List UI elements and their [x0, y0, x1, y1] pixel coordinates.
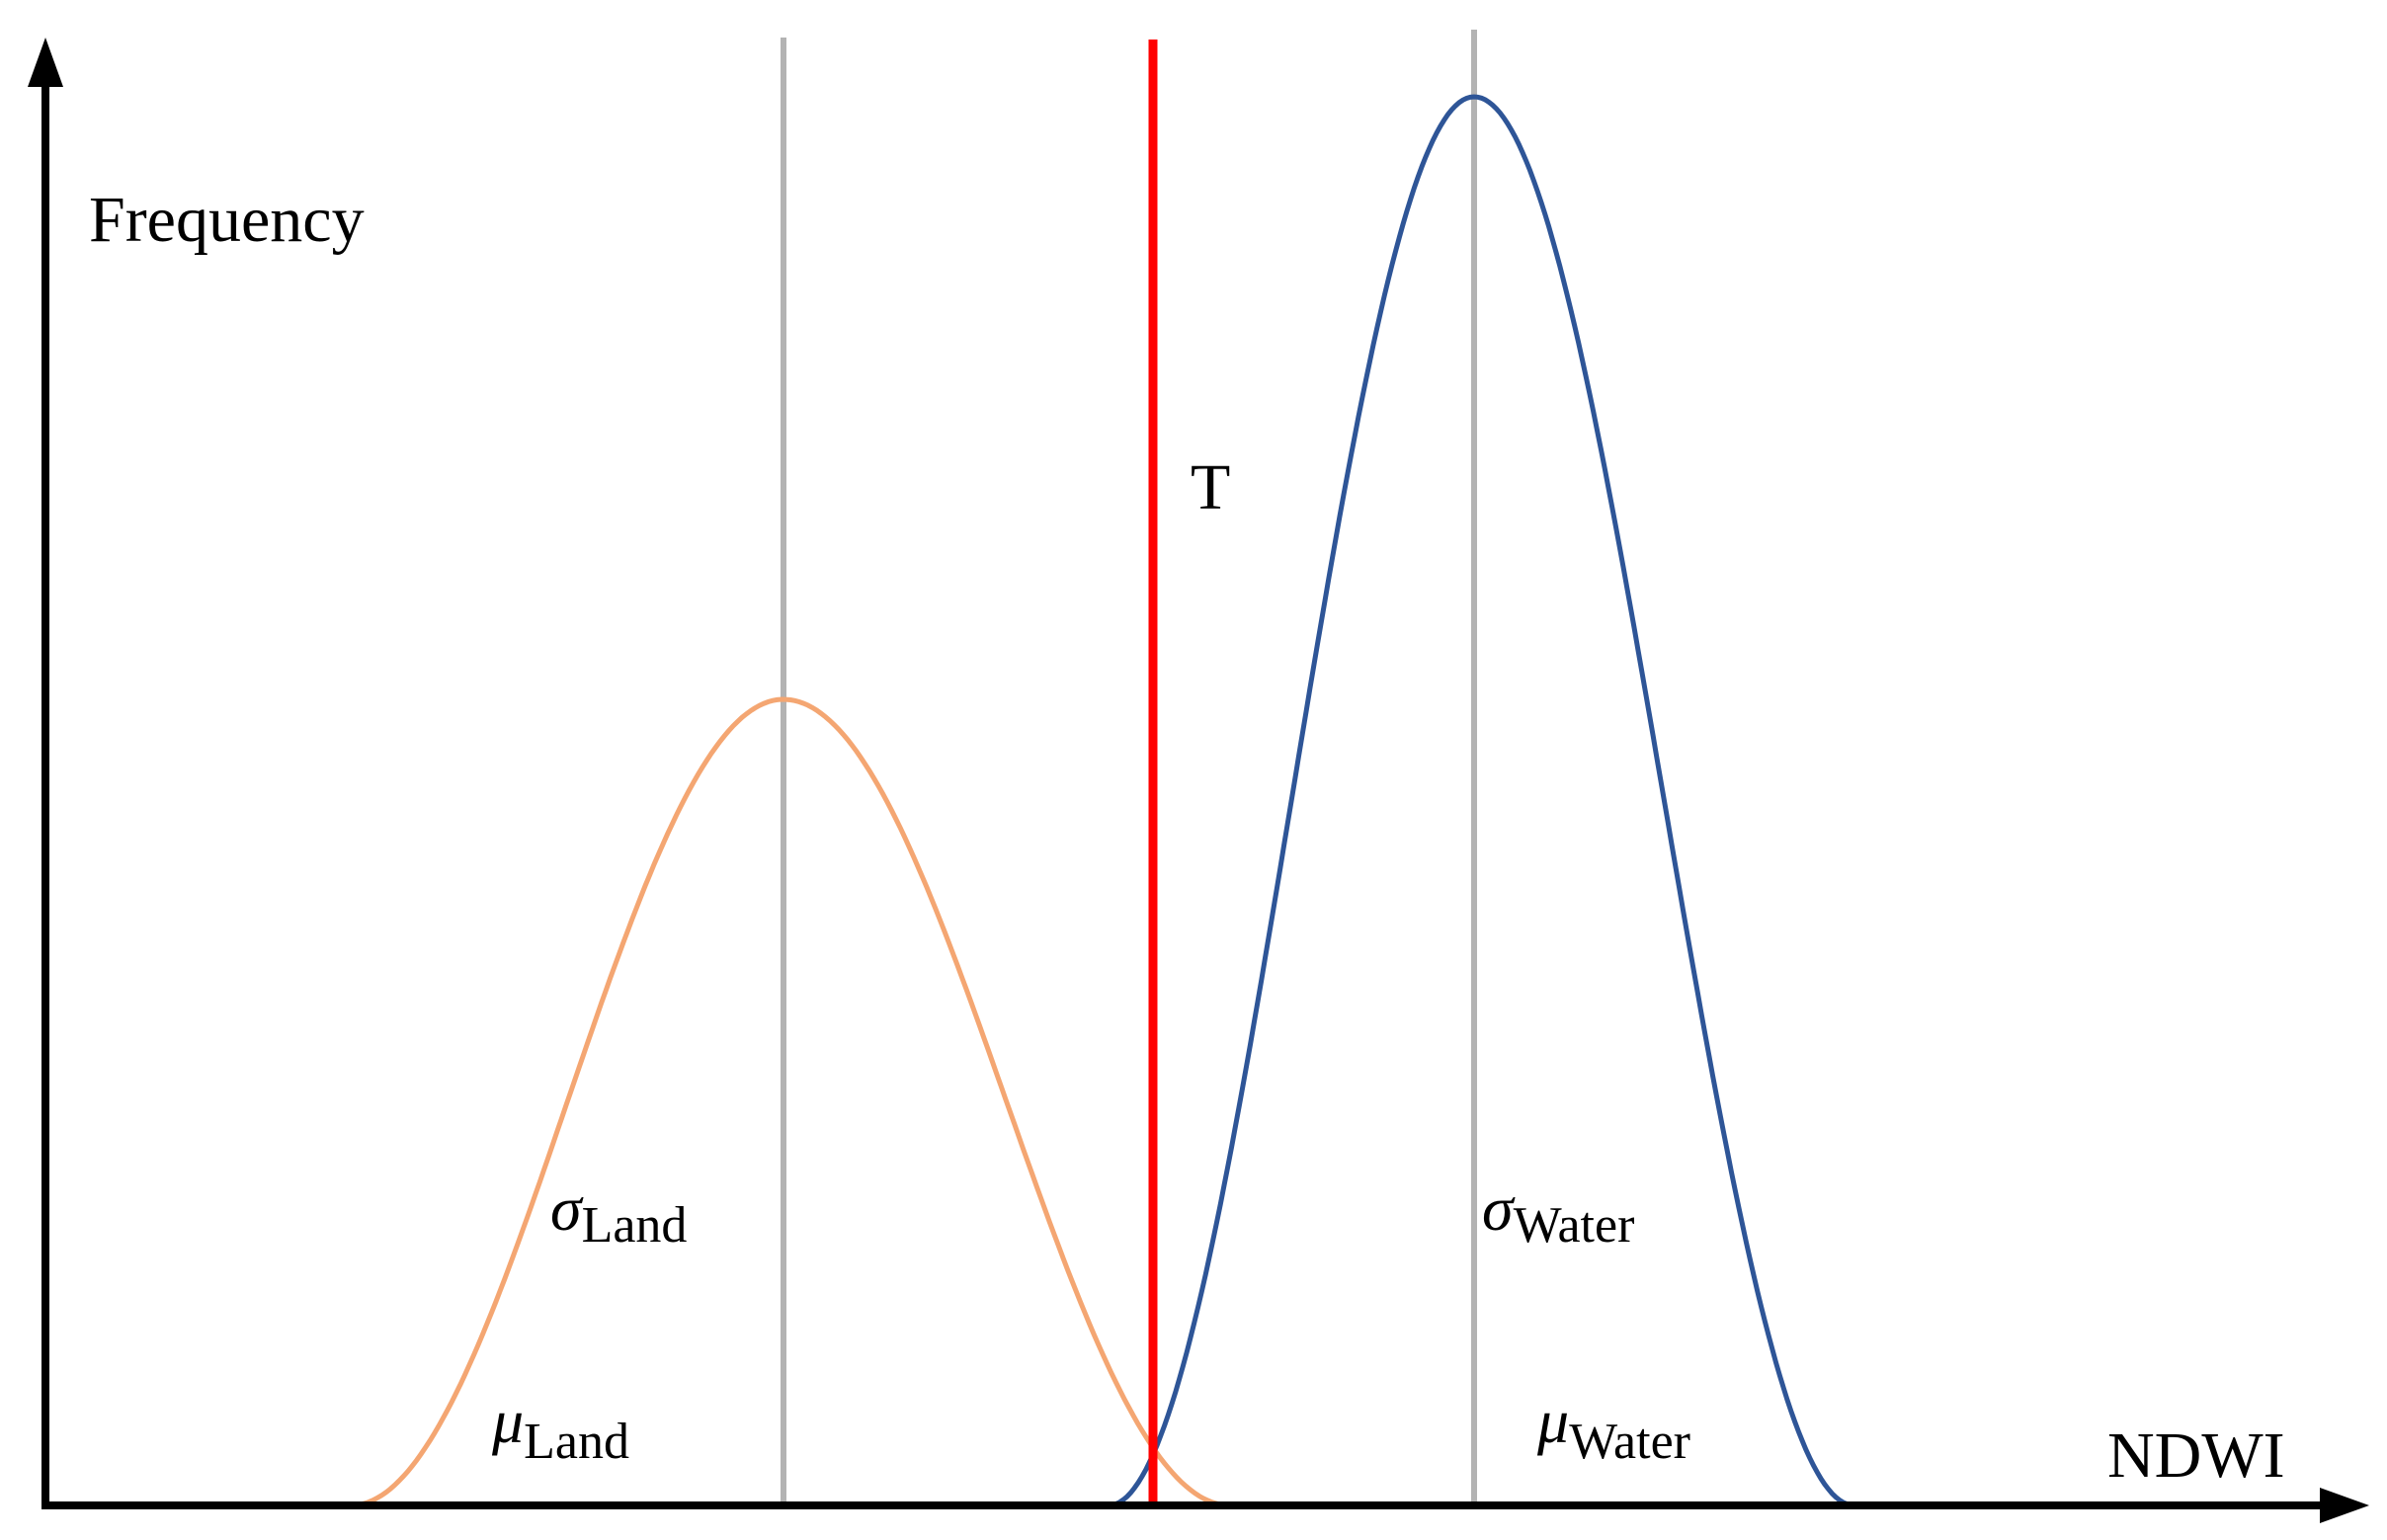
y-axis-arrow-icon — [28, 38, 63, 87]
mu-water-label: μWater — [1536, 1386, 1690, 1470]
land-distribution-curve — [350, 696, 1231, 1508]
sigma-water-label: σWater — [1482, 1174, 1634, 1254]
y-axis-label: Frequency — [89, 184, 365, 256]
threshold-label: T — [1191, 451, 1230, 524]
sigma-land-label: σLand — [550, 1174, 687, 1254]
x-axis-arrow-icon — [2320, 1488, 2369, 1523]
x-axis-label: NDWI — [2107, 1419, 2285, 1492]
mu-land-label: μLand — [491, 1386, 629, 1470]
water-distribution-curve — [1108, 94, 1855, 1508]
